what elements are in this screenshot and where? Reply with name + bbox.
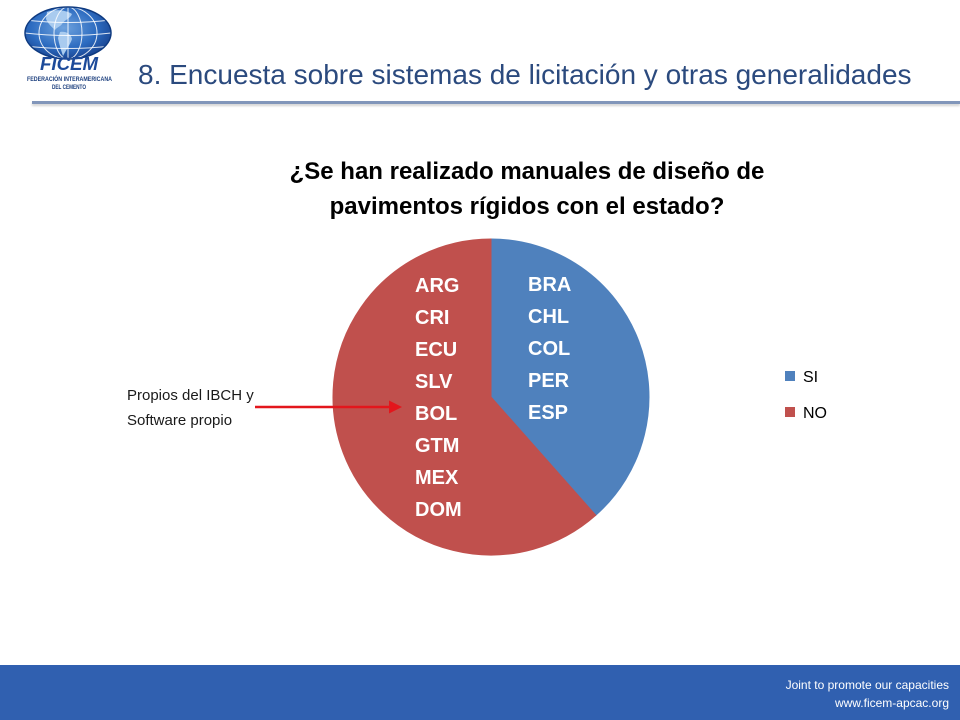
- legend: SI NO: [785, 369, 827, 422]
- legend-swatch-si: [785, 371, 795, 381]
- footer-bar: Joint to promote our capacities www.fice…: [0, 665, 960, 720]
- annotation: Propios del IBCH y Software propio: [127, 387, 402, 429]
- data-label-esp: ESP: [528, 402, 568, 424]
- data-label-mex: MEX: [415, 467, 459, 489]
- data-label-bol: BOL: [415, 403, 457, 425]
- annotation-arrowhead-icon: [389, 400, 402, 414]
- data-label-ecu: ECU: [415, 339, 457, 361]
- logo-subtitle-line2: DEL CEMENTO: [52, 84, 86, 91]
- pie-data-labels: BRA CHL COL PER ESP ARG CRI ECU SLV BOL GTM MEX DOM: [415, 274, 571, 521]
- ficem-logo: FICEM FEDERACIÓN INTERAMERICANA DEL CEME…: [24, 6, 112, 91]
- data-label-dom: DOM: [415, 499, 462, 521]
- title-divider: [32, 101, 960, 104]
- annotation-text-line: Software propio: [127, 412, 232, 429]
- slide-title: 8. Encuesta sobre sistemas de licitación…: [138, 59, 912, 90]
- annotation-text-line: Propios del IBCH y: [127, 387, 254, 404]
- pie-slice-si: [490, 238, 650, 516]
- legend-label-no: NO: [803, 405, 827, 422]
- pie-slice-no: [332, 238, 597, 556]
- legend-swatch-no: [785, 407, 795, 417]
- data-label-cri: CRI: [415, 307, 449, 329]
- logo-wordmark: FICEM: [40, 54, 99, 74]
- pie-slices: [332, 238, 650, 556]
- footer-url: www.ficem-apcac.org: [834, 696, 949, 710]
- chart-title: ¿Se han realizado manuales de diseño de …: [289, 158, 765, 220]
- data-label-slv: SLV: [415, 371, 453, 393]
- legend-label-si: SI: [803, 369, 818, 386]
- data-label-bra: BRA: [528, 274, 571, 296]
- data-label-chl: CHL: [528, 306, 569, 328]
- footer-tagline: Joint to promote our capacities: [785, 678, 949, 692]
- logo-subtitle-line1: FEDERACIÓN INTERAMERICANA: [27, 74, 112, 83]
- data-label-col: COL: [528, 338, 570, 360]
- data-label-per: PER: [528, 370, 570, 392]
- globe-icon: [24, 6, 112, 60]
- data-label-arg: ARG: [415, 275, 459, 297]
- data-label-gtm: GTM: [415, 435, 459, 457]
